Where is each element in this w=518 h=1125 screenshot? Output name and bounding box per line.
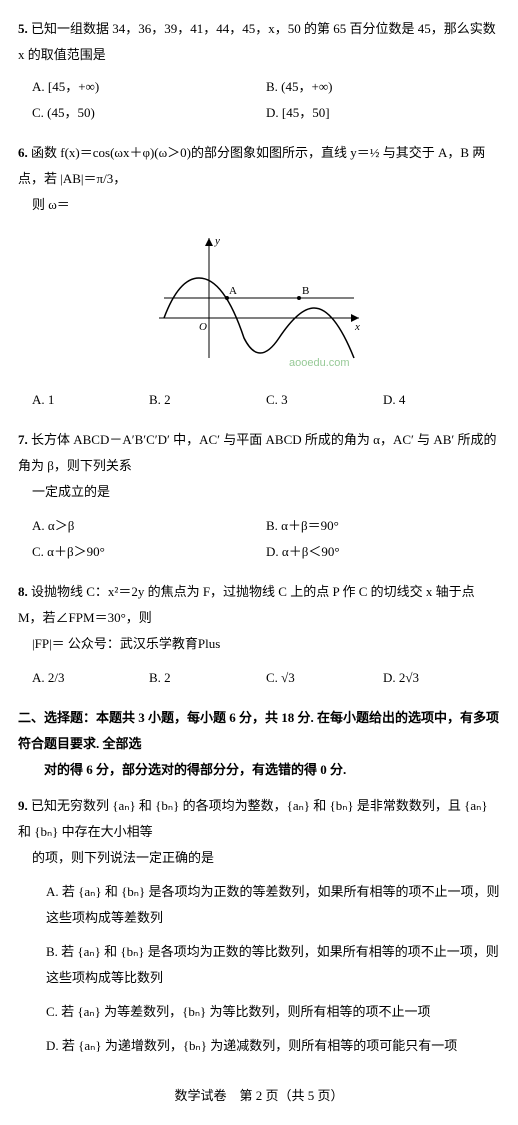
q8-options: A. 2/3 B. 2 C. √3 D. 2√3 — [32, 665, 500, 691]
q6-num: 6. — [18, 145, 28, 160]
svg-text:y: y — [214, 235, 220, 247]
opt-B: B. 若 {aₙ} 和 {bₙ} 是各项均为正数的等比数列，如果所有相等的项不止… — [46, 939, 500, 991]
opt-B: B. (45，+∞) — [266, 79, 332, 94]
opt-C: C. α＋β＞90° — [32, 544, 105, 559]
q5-stem: 已知一组数据 34，36，39，41，44，45，x，50 的第 65 百分位数… — [18, 21, 496, 62]
opt-C: C. 若 {aₙ} 为等差数列，{bₙ} 为等比数列，则所有相等的项不止一项 — [46, 999, 500, 1025]
q7-options: A. α＞β B. α＋β＝90° C. α＋β＞90° D. α＋β＜90° — [32, 513, 500, 565]
question-8: 8. 设抛物线 C：x²＝2y 的焦点为 F，过抛物线 C 上的点 P 作 C … — [18, 579, 500, 691]
q5-options: A. [45，+∞) B. (45，+∞) C. (45，50) D. [45，… — [32, 74, 500, 126]
label-A: A — [229, 285, 237, 297]
cosine-graph-icon: A B O x y aooedu.com — [149, 228, 369, 368]
opt-A: A. 2/3 — [32, 670, 65, 685]
q8-num: 8. — [18, 584, 28, 599]
opt-A: A. 1 — [32, 392, 54, 407]
q9-stem: 已知无穷数列 {aₙ} 和 {bₙ} 的各项均为整数，{aₙ} 和 {bₙ} 是… — [18, 798, 488, 839]
opt-A: A. 若 {aₙ} 和 {bₙ} 是各项均为正数的等差数列，如果所有相等的项不止… — [46, 879, 500, 931]
q8-stem: 设抛物线 C：x²＝2y 的焦点为 F，过抛物线 C 上的点 P 作 C 的切线… — [18, 584, 475, 625]
q6-stem: 函数 f(x)＝cos(ωx＋φ)(ω＞0)的部分图象如图所示，直线 y＝½ 与… — [18, 145, 485, 186]
section-2-header: 二、选择题：本题共 3 小题，每小题 6 分，共 18 分. 在每小题给出的选项… — [18, 705, 500, 783]
watermark: aooedu.com — [289, 357, 350, 368]
q9-stem2: 的项，则下列说法一定正确的是 — [32, 845, 500, 871]
opt-B: B. 2 — [149, 670, 171, 685]
svg-text:O: O — [199, 321, 207, 333]
opt-B: B. 2 — [149, 392, 171, 407]
question-7: 7. 长方体 ABCD－A′B′C′D′ 中，AC′ 与平面 ABCD 所成的角… — [18, 427, 500, 565]
opt-D: D. [45，50] — [266, 105, 330, 120]
opt-D: D. 2√3 — [383, 670, 419, 685]
q7-num: 7. — [18, 432, 28, 447]
q6-chart: A B O x y aooedu.com — [18, 228, 500, 377]
section-2-line2: 对的得 6 分，部分选对的得部分分，有选错的得 0 分. — [18, 757, 500, 783]
svg-text:x: x — [354, 321, 360, 333]
q7-stem: 长方体 ABCD－A′B′C′D′ 中，AC′ 与平面 ABCD 所成的角为 α… — [18, 432, 497, 473]
q9-num: 9. — [18, 798, 28, 813]
opt-D: D. 若 {aₙ} 为递增数列，{bₙ} 为递减数列，则所有相等的项可能只有一项 — [46, 1033, 500, 1059]
q6-options: A. 1 B. 2 C. 3 D. 4 — [32, 387, 500, 413]
question-9: 9. 已知无穷数列 {aₙ} 和 {bₙ} 的各项均为整数，{aₙ} 和 {bₙ… — [18, 793, 500, 1059]
opt-D: D. 4 — [383, 392, 405, 407]
question-5: 5. 已知一组数据 34，36，39，41，44，45，x，50 的第 65 百… — [18, 16, 500, 126]
question-6: 6. 函数 f(x)＝cos(ωx＋φ)(ω＞0)的部分图象如图所示，直线 y＝… — [18, 140, 500, 413]
q5-num: 5. — [18, 21, 28, 36]
label-B: B — [302, 285, 309, 297]
opt-C: C. √3 — [266, 670, 295, 685]
opt-B: B. α＋β＝90° — [266, 518, 339, 533]
opt-D: D. α＋β＜90° — [266, 544, 340, 559]
opt-A: A. [45，+∞) — [32, 79, 99, 94]
q6-stem2: 则 ω＝ — [32, 192, 500, 218]
q8-stem2: |FP|＝ 公众号：武汉乐学教育Plus — [32, 631, 500, 657]
q7-stem2: 一定成立的是 — [32, 479, 500, 505]
q9-options: A. 若 {aₙ} 和 {bₙ} 是各项均为正数的等差数列，如果所有相等的项不止… — [32, 879, 500, 1059]
opt-C: C. (45，50) — [32, 105, 95, 120]
section-2-line1: 二、选择题：本题共 3 小题，每小题 6 分，共 18 分. 在每小题给出的选项… — [18, 710, 499, 751]
page-footer: 数学试卷 第 2 页（共 5 页） — [18, 1083, 500, 1109]
opt-C: C. 3 — [266, 392, 288, 407]
opt-A: A. α＞β — [32, 518, 74, 533]
